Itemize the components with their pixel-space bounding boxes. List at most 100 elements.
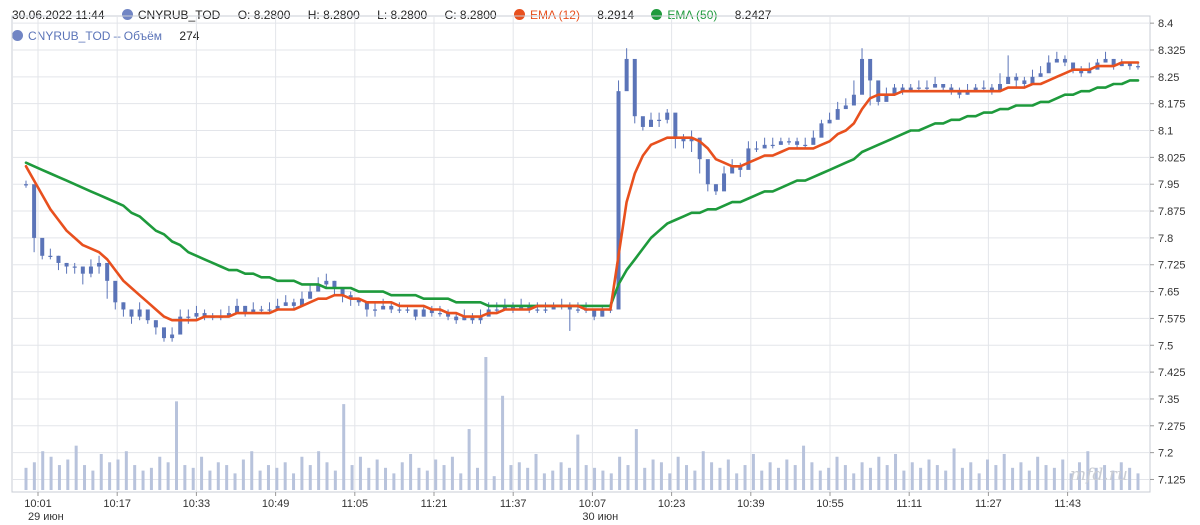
chart-grid: [11, 15, 1151, 493]
candle-body: [97, 262, 102, 267]
watermark: mfd.ru: [1070, 465, 1128, 485]
volume-bar: [701, 451, 705, 490]
volume-bar: [24, 467, 28, 490]
candle-body: [332, 280, 337, 288]
volume-bar: [99, 453, 103, 490]
volume-bars: [24, 357, 1140, 490]
volume-bar: [726, 459, 730, 490]
volume-bar: [944, 470, 948, 490]
candle-body: [446, 313, 451, 317]
volume-bar: [208, 470, 212, 490]
volume-bar: [241, 459, 245, 490]
candle-body: [811, 137, 816, 145]
x-tick-label: 11:27: [975, 498, 1002, 510]
volume-bar: [952, 448, 956, 490]
volume-bar: [375, 459, 379, 490]
candle-body: [348, 295, 353, 299]
candle-body: [1103, 58, 1108, 63]
volume-bar: [843, 465, 847, 490]
volume-bar: [894, 453, 898, 490]
volume-bar: [1128, 467, 1132, 490]
volume-bar: [266, 465, 270, 490]
volume-bar: [743, 465, 747, 490]
volume-bar: [751, 453, 755, 490]
volume-bar: [475, 467, 479, 490]
candle-body: [1038, 73, 1043, 77]
candle-body: [48, 255, 53, 257]
volume-bar: [1136, 473, 1140, 490]
volume-bar: [484, 357, 488, 490]
volume-bar: [685, 465, 689, 490]
candle-body: [64, 262, 69, 267]
volume-bar: [1044, 465, 1048, 490]
candle-body: [267, 309, 272, 311]
volume-bar: [551, 470, 555, 490]
candle-body: [105, 262, 110, 281]
candle-body: [689, 137, 694, 142]
candle-body: [437, 313, 442, 315]
y-tick-label: 8.25: [1158, 72, 1179, 84]
legend-open-label: O:: [237, 8, 251, 22]
candle-body: [24, 184, 28, 186]
volume-bar: [166, 462, 170, 490]
y-tick-label: 7.875: [1158, 206, 1186, 218]
candle-body: [592, 309, 597, 317]
volume-bar: [1011, 467, 1015, 490]
volume-bar: [442, 465, 446, 490]
volume-bar: [292, 473, 296, 490]
candle-body: [738, 166, 743, 170]
candle-body: [803, 144, 808, 147]
candle-body: [957, 91, 962, 95]
candle-body: [1022, 80, 1027, 84]
volume-bar: [342, 404, 346, 490]
candle-body: [40, 237, 45, 256]
candle-body: [1030, 76, 1035, 84]
legend-symbol: CNYRUB_TOD: [137, 8, 221, 22]
candle-body: [657, 119, 662, 121]
legend-high: 8.2800: [323, 8, 360, 22]
volume-bar: [593, 467, 597, 490]
candle-body: [202, 313, 207, 317]
candle-body: [1079, 69, 1084, 74]
candle-body: [632, 58, 637, 117]
candle-body: [170, 334, 175, 339]
legend-row-volume: CNYRUB_TOD – Объём 274: [12, 26, 771, 47]
volume-bar: [927, 459, 931, 490]
candle-body: [851, 94, 856, 106]
legend-open: 8.2800: [253, 8, 291, 22]
y-tick-label: 7.725: [1158, 260, 1186, 272]
volume-bar: [325, 462, 329, 490]
volume-dot-icon: [12, 30, 23, 41]
x-tick-label: 11:43: [1054, 498, 1081, 510]
volume-bar: [1069, 473, 1073, 490]
y-tick-label: 7.575: [1158, 313, 1186, 325]
candle-body: [340, 288, 345, 296]
volume-bar: [317, 451, 321, 490]
candle-body: [421, 309, 426, 317]
volume-bar: [1103, 465, 1107, 490]
ema-lines: [24, 61, 1140, 322]
volume-bar: [32, 462, 36, 490]
volume-bar: [810, 462, 814, 490]
volume-bar: [609, 473, 613, 490]
volume-bar: [250, 451, 254, 490]
series-dot-icon: [121, 9, 133, 20]
candle-body: [56, 255, 61, 263]
candle-body: [762, 144, 767, 149]
candle-body: [624, 58, 629, 92]
candle-body: [478, 316, 483, 321]
candle-body: [900, 87, 905, 92]
volume-bar: [793, 465, 797, 490]
candle-body: [502, 305, 507, 310]
x-date-label: 29 июн: [28, 511, 64, 523]
volume-bar: [492, 476, 496, 490]
candle-body: [243, 305, 248, 314]
x-axis: 10:01 10:17 10:33 10:49 11:05 11:21 11:37 10:07…: [24, 492, 1081, 523]
volume-bar: [710, 462, 714, 490]
volume-bar: [200, 456, 204, 490]
candle-body: [535, 309, 540, 311]
volume-bar: [735, 473, 739, 490]
volume-bar: [283, 462, 287, 490]
y-tick-label: 7.125: [1158, 474, 1186, 486]
